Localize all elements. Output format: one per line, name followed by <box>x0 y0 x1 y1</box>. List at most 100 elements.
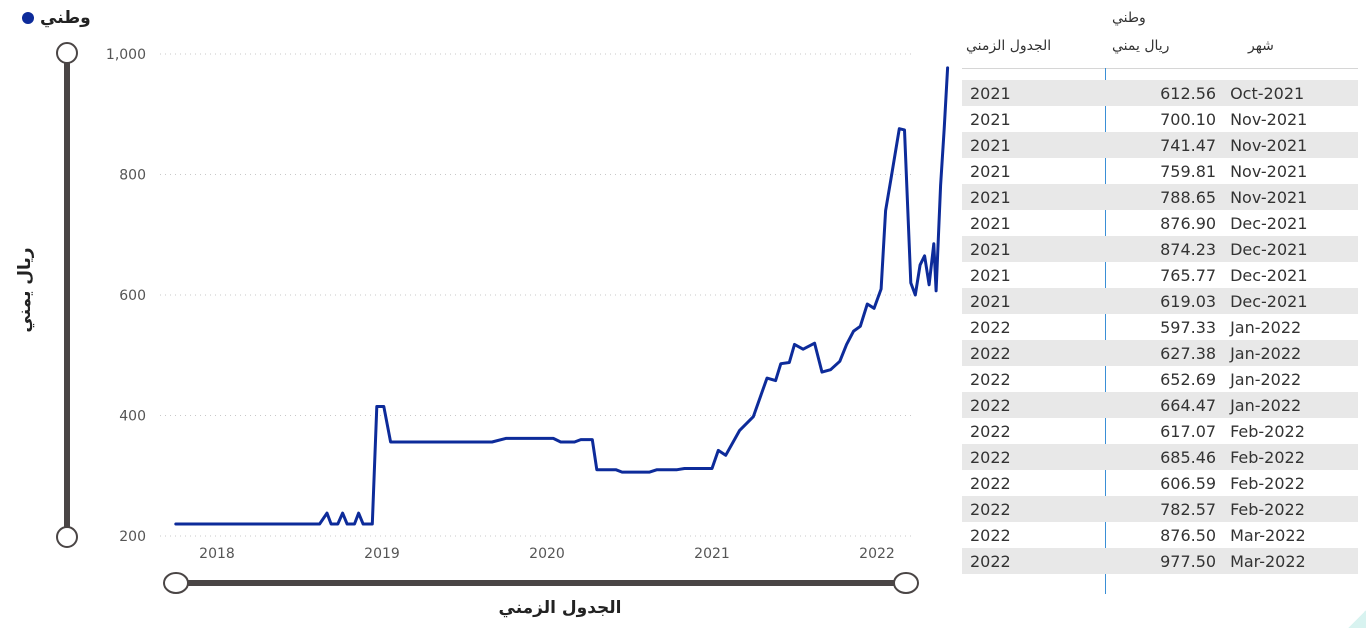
y-axis-title: ريال يمني <box>15 247 35 333</box>
cell-value: 606.59 <box>1160 473 1217 493</box>
x-range-slider[interactable] <box>163 572 919 594</box>
cell-year: 2021 <box>970 135 1011 155</box>
cell-year: 2021 <box>970 265 1011 285</box>
cell-year: 2021 <box>970 83 1011 103</box>
cell-value: 597.33 <box>1160 317 1217 337</box>
cell-year: 2022 <box>970 551 1011 571</box>
legend-label: وطني <box>40 8 91 28</box>
cell-year: 2022 <box>970 343 1011 363</box>
table-row[interactable]: 2022 597.33 Jan-2022 <box>962 314 1358 340</box>
cell-year: 2022 <box>970 473 1011 493</box>
cell-year: 2022 <box>970 447 1011 467</box>
cell-value: 627.38 <box>1160 343 1217 363</box>
cell-year: 2022 <box>970 421 1011 441</box>
cell-value: 619.03 <box>1160 291 1217 311</box>
cell-month: Nov-2021 <box>1230 109 1308 129</box>
table-row[interactable]: 2021 788.65 Nov-2021 <box>962 184 1358 210</box>
cell-value: 685.46 <box>1160 447 1217 467</box>
cell-year: 2021 <box>970 213 1011 233</box>
table-row[interactable]: 2021 759.81 Nov-2021 <box>962 158 1358 184</box>
y-tick-label: 400 <box>119 409 146 425</box>
x-tick-label: 2019 <box>364 546 400 562</box>
cell-value: 759.81 <box>1160 161 1217 181</box>
table-header-divider <box>962 68 1358 69</box>
table-row[interactable]: 2022 977.50 Mar-2022 <box>962 548 1358 574</box>
cell-month: Mar-2022 <box>1230 525 1306 545</box>
cell-year: 2021 <box>970 109 1011 129</box>
table-row[interactable]: 2021 619.03 Dec-2021 <box>962 288 1358 314</box>
cell-year: 2022 <box>970 317 1011 337</box>
x-tick-label: 2021 <box>694 546 730 562</box>
y-slider-top-handle[interactable] <box>56 42 78 64</box>
column-header-value[interactable]: ريال يمني <box>1112 38 1170 54</box>
cell-month: Feb-2022 <box>1230 421 1305 441</box>
y-range-slider[interactable] <box>56 42 78 548</box>
y-tick-label: 600 <box>119 288 146 304</box>
y-slider-bottom-handle[interactable] <box>56 526 78 548</box>
chart-series <box>174 66 950 526</box>
cell-value: 700.10 <box>1160 109 1217 129</box>
cell-month: Feb-2022 <box>1230 447 1305 467</box>
cell-month: Jan-2022 <box>1230 369 1302 389</box>
table-column-divider <box>1105 68 1106 594</box>
table-row[interactable]: 2022 664.47 Jan-2022 <box>962 392 1358 418</box>
x-axis-title: الجدول الزمني <box>498 598 622 618</box>
cell-year: 2021 <box>970 187 1011 207</box>
cell-value: 652.69 <box>1160 369 1217 389</box>
cell-month: Nov-2021 <box>1230 187 1308 207</box>
series-line <box>174 66 950 526</box>
table-row[interactable]: 2022 652.69 Jan-2022 <box>962 366 1358 392</box>
cell-month: Dec-2021 <box>1230 265 1308 285</box>
table-row[interactable]: 2022 627.38 Jan-2022 <box>962 340 1358 366</box>
table-row[interactable]: 2022 685.46 Feb-2022 <box>962 444 1358 470</box>
line-chart: 1,000 800 600 400 200 2018 2019 2020 2021 2022 <box>56 42 950 594</box>
cell-value: 664.47 <box>1160 395 1217 415</box>
cell-value: 977.50 <box>1160 551 1217 571</box>
cell-value: 788.65 <box>1160 187 1217 207</box>
cell-year: 2022 <box>970 499 1011 519</box>
x-axis-ticks: 2018 2019 2020 2021 2022 <box>199 546 895 562</box>
cell-year: 2022 <box>970 525 1011 545</box>
data-table: وطني الجدول الزمني ريال يمني شهر 2021 612… <box>962 6 1362 596</box>
cell-year: 2021 <box>970 291 1011 311</box>
cell-month: Oct-2021 <box>1230 83 1305 103</box>
cell-value: 612.56 <box>1160 83 1217 103</box>
cell-month: Mar-2022 <box>1230 551 1306 571</box>
y-tick-label: 1,000 <box>106 47 146 63</box>
x-slider-right-handle[interactable] <box>893 572 919 594</box>
cell-month: Nov-2021 <box>1230 161 1308 181</box>
chart-legend[interactable]: وطني <box>22 8 91 28</box>
table-group-header: وطني <box>1112 10 1146 26</box>
cell-value: 876.50 <box>1160 525 1217 545</box>
table-row[interactable]: 2022 617.07 Feb-2022 <box>962 418 1358 444</box>
table-row[interactable]: 2021 874.23 Dec-2021 <box>962 236 1358 262</box>
x-slider-left-handle[interactable] <box>163 572 189 594</box>
table-row[interactable]: 2021 612.56 Oct-2021 <box>962 80 1358 106</box>
table-row[interactable]: 2022 606.59 Feb-2022 <box>962 470 1358 496</box>
cell-month: Nov-2021 <box>1230 135 1308 155</box>
cell-year: 2022 <box>970 369 1011 389</box>
cell-month: Dec-2021 <box>1230 213 1308 233</box>
corner-decoration <box>1348 610 1366 628</box>
table-row[interactable]: 2021 700.10 Nov-2021 <box>962 106 1358 132</box>
column-header-period[interactable]: الجدول الزمني <box>966 38 1052 54</box>
y-axis-ticks: 1,000 800 600 400 200 <box>106 47 146 545</box>
cell-month: Jan-2022 <box>1230 395 1302 415</box>
cell-value: 765.77 <box>1160 265 1217 285</box>
table-row[interactable]: 2021 741.47 Nov-2021 <box>962 132 1358 158</box>
chart-grid <box>160 53 912 537</box>
cell-year: 2022 <box>970 395 1011 415</box>
cell-month: Jan-2022 <box>1230 317 1302 337</box>
cell-year: 2021 <box>970 161 1011 181</box>
cell-value: 617.07 <box>1160 421 1217 441</box>
table-row[interactable]: 2021 765.77 Dec-2021 <box>962 262 1358 288</box>
cell-month: Dec-2021 <box>1230 291 1308 311</box>
table-row[interactable]: 2021 876.90 Dec-2021 <box>962 210 1358 236</box>
table-body: 2021 612.56 Oct-2021 2021 700.10 Nov-2021 2021… <box>962 80 1358 574</box>
cell-value: 874.23 <box>1160 239 1217 259</box>
table-row[interactable]: 2022 782.57 Feb-2022 <box>962 496 1358 522</box>
column-header-month[interactable]: شهر <box>1248 38 1274 54</box>
y-tick-label: 800 <box>119 168 146 184</box>
table-row[interactable]: 2022 876.50 Mar-2022 <box>962 522 1358 548</box>
x-tick-label: 2022 <box>859 546 895 562</box>
